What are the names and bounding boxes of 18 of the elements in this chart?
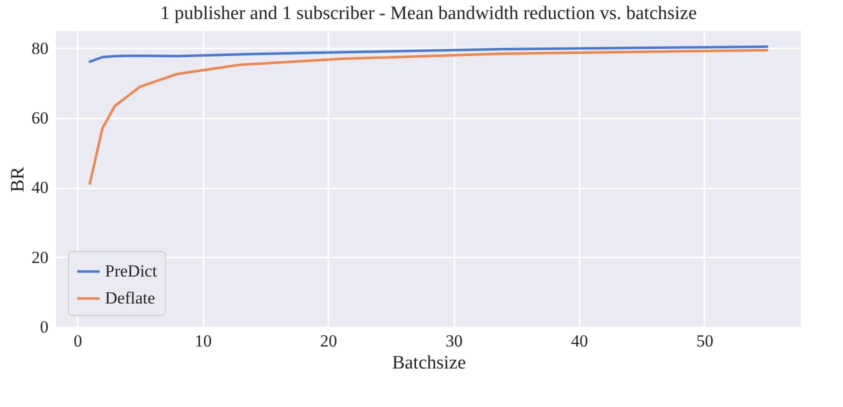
x-tick-label: 10: [194, 332, 212, 350]
line-series: [88, 48, 768, 185]
y-tick-label: 80: [32, 38, 48, 58]
y-axis-title: BR: [8, 166, 28, 192]
x-tick-label: 50: [696, 332, 714, 350]
x-tick-label: 0: [74, 332, 82, 350]
y-tick-label: 60: [32, 108, 48, 128]
y-tick-label: 40: [32, 178, 48, 198]
chart-title: 1 publisher and 1 subscriber - Mean bandwidth reduction vs. batchsize: [160, 3, 697, 24]
line-series: [88, 45, 768, 63]
y-tick-label: 0: [40, 318, 48, 336]
legend-label: PreDict: [105, 262, 158, 280]
legend-label: Deflate: [105, 288, 156, 308]
x-axis-title: Batchsize: [392, 352, 466, 374]
x-tick-label: 40: [571, 332, 588, 350]
y-tick-label: 20: [32, 248, 48, 267]
x-tick-label: 30: [446, 332, 463, 350]
x-tick-label: 20: [320, 332, 338, 350]
